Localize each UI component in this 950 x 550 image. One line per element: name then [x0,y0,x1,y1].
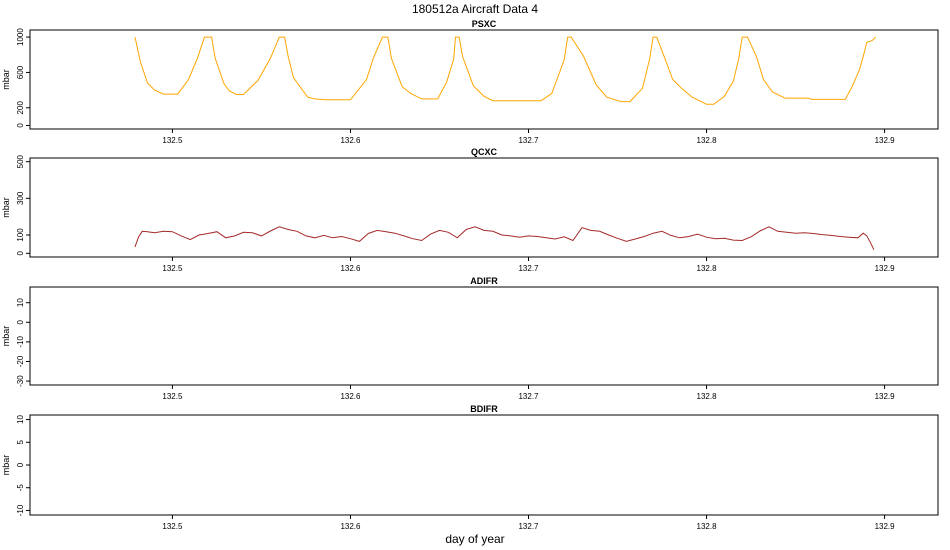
y-axis-label: mbar [1,455,11,476]
x-tick-label: 132.6 [340,392,361,401]
x-tick-label: 132.5 [162,264,183,273]
plot-frame [29,157,939,258]
x-tick-label: 132.9 [875,522,896,531]
main-title: 180512a Aircraft Data 4 [412,2,538,16]
plot-frame [29,414,939,516]
y-tick-label: -10 [16,336,25,348]
y-tick-label: 10 [16,298,25,307]
series-line-psxc [134,36,877,105]
y-tick-label: 200 [16,101,25,115]
panel-title: BDIFR [470,404,498,414]
y-tick-label: -30 [16,375,25,387]
x-tick-label: 132.8 [697,522,718,531]
x-tick-label: 132.8 [697,136,718,145]
y-tick-label: -20 [16,355,25,367]
panel-title: QCXC [471,147,498,157]
x-tick-label: 132.6 [340,522,361,531]
y-tick-label: -10 [16,504,25,516]
y-tick-label: 300 [16,191,25,205]
series-line-qcxc [134,226,875,250]
y-tick-label: 0 [16,123,25,128]
y-tick-label: 1000 [16,28,25,46]
y-axis-label: mbar [1,69,11,90]
x-tick-label: 132.8 [697,392,718,401]
x-tick-label: 132.9 [875,264,896,273]
y-tick-label: 500 [16,154,25,168]
x-tick-label: 132.7 [518,264,539,273]
x-tick-label: 132.7 [518,522,539,531]
x-tick-label: 132.6 [340,136,361,145]
y-tick-label: 100 [16,228,25,242]
x-axis-label: day of year [445,532,504,546]
y-tick-label: 0 [16,462,25,467]
plot-frame [29,29,939,130]
x-tick-label: 132.7 [518,392,539,401]
y-axis-label: mbar [1,326,11,347]
plot-frame [29,286,939,386]
x-tick-label: 132.5 [162,136,183,145]
x-tick-label: 132.6 [340,264,361,273]
panel-adifr: ADIFR mbar 132.5 132.6 132.7 132.8 132.9 -30 -20… [1,276,939,401]
y-tick-label: 5 [16,439,25,444]
panel-qcxc: QCXC mbar 132.5 132.6 132.7 132.8 132.9 0 100 300… [1,147,939,273]
y-tick-label: 10 [16,415,25,424]
panel-bdifr: BDIFR mbar 132.5 132.6 132.7 132.8 132.9 -10 -5 0… [1,404,939,531]
y-tick-label: 0 [16,320,25,325]
panel-psxc: PSXC mbar 132.5 132.6 132.7 132.8 132.9 0 200 600… [1,19,939,145]
panels: PSXC mbar 132.5 132.6 132.7 132.8 132.9 0 200 600… [1,19,939,531]
x-tick-label: 132.8 [697,264,718,273]
x-tick-label: 132.7 [518,136,539,145]
x-tick-label: 132.9 [875,136,896,145]
panel-title: ADIFR [470,276,498,286]
x-tick-label: 132.9 [875,392,896,401]
y-tick-label: 0 [16,251,25,256]
x-tick-label: 132.5 [162,522,183,531]
y-tick-label: 600 [16,65,25,79]
x-tick-label: 132.5 [162,392,183,401]
panel-title: PSXC [472,19,497,29]
y-tick-label: -5 [16,484,25,492]
y-axis-label: mbar [1,197,11,218]
